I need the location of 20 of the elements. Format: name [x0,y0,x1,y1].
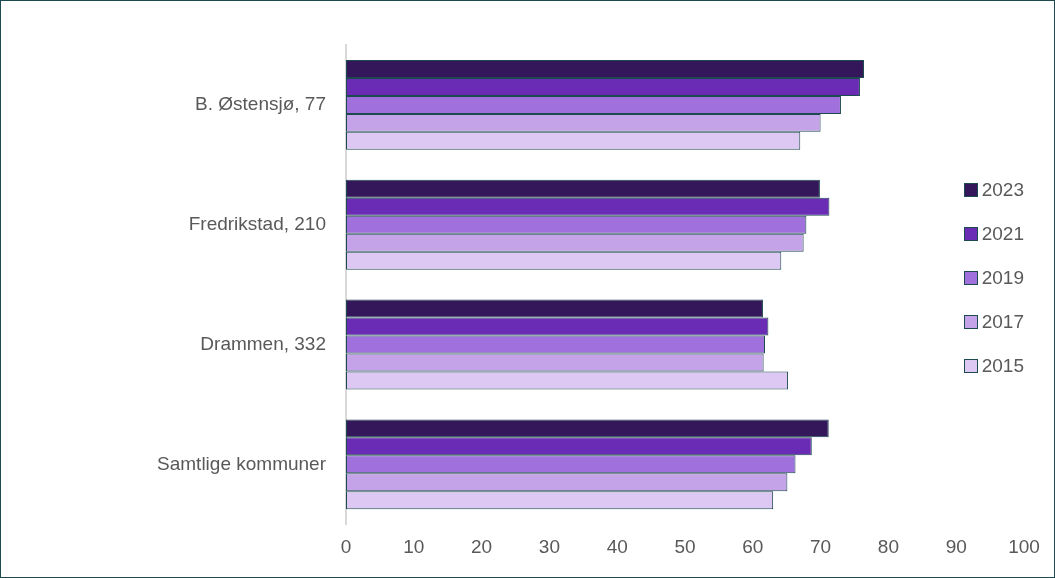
legend-label: 2019 [981,267,1024,289]
x-tick-label: 20 [471,535,493,557]
x-tick-label: 60 [742,535,764,557]
y-tick-label: Samtlige kommuner [157,452,327,474]
x-tick-label: 10 [403,535,425,557]
legend-label: 2017 [981,311,1024,333]
x-tick-label: 0 [340,535,352,557]
y-tick-label: B. Østensjø, 77 [195,93,326,115]
x-tick-label: 90 [945,535,967,557]
legend-label: 2021 [981,223,1024,245]
y-tick-label: Fredrikstad, 210 [188,212,326,234]
x-tick-label: 80 [877,535,899,557]
x-tick-label: 100 [1008,535,1040,557]
x-tick-label: 30 [538,535,560,557]
x-tick-label: 50 [674,535,696,557]
x-tick-label: 70 [810,535,832,557]
legend-label: 2015 [981,355,1024,377]
x-tick-label: 40 [606,535,628,557]
legend-label: 2023 [981,179,1024,201]
y-tick-label: Drammen, 332 [200,332,326,354]
